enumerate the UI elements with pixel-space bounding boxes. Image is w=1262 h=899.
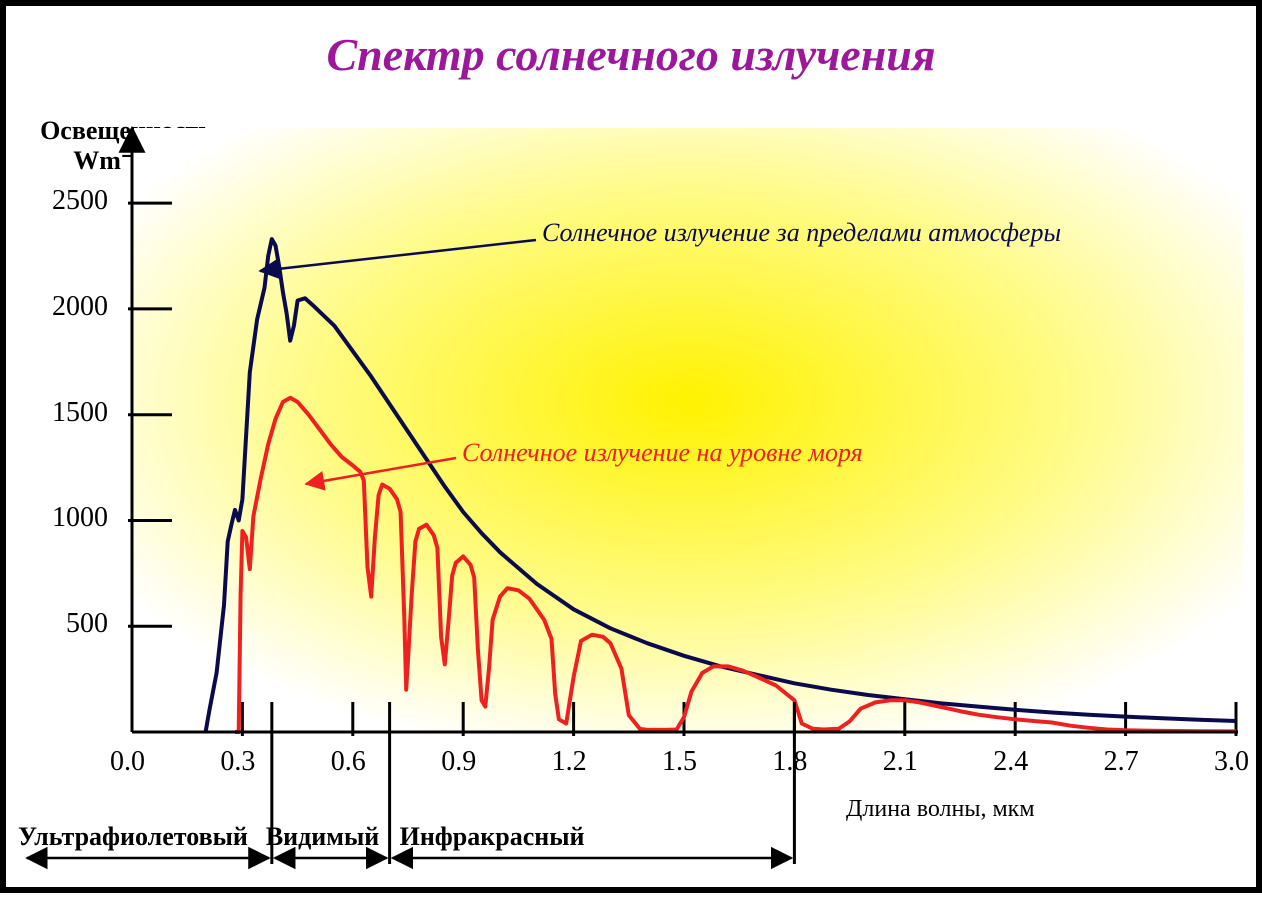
y-tick-label: 2500 <box>52 185 108 217</box>
x-tick-label: 1.2 <box>552 746 587 778</box>
x-axis-label: Длина волны, мкм <box>846 796 1035 823</box>
x-tick-label: 0.3 <box>220 746 255 778</box>
x-tick-label: 3.0 <box>1214 746 1249 778</box>
x-tick-label: 0.6 <box>331 746 366 778</box>
x-tick-label: 1.8 <box>772 746 807 778</box>
y-tick-label: 1000 <box>52 502 108 534</box>
y-tick-label: 500 <box>66 608 108 640</box>
annotation-sea-level: Солнечное излучение на уровне моря <box>462 438 863 468</box>
x-tick-label: 0.9 <box>441 746 476 778</box>
region-label: Видимый <box>266 822 379 852</box>
region-label: Ультрафиолетовый <box>18 822 248 852</box>
x-tick-label: 2.1 <box>883 746 918 778</box>
x-tick-label: 0.0 <box>110 746 145 778</box>
chart-frame: Спектр солнечного излучения Освещенность… <box>0 0 1262 893</box>
y-tick-label: 1500 <box>52 397 108 429</box>
annotation-outer-atmosphere: Солнечное излучение за пределами атмосфе… <box>542 218 1061 248</box>
y-tick-label: 2000 <box>52 291 108 323</box>
region-label: Инфракрасный <box>400 822 585 852</box>
x-tick-label: 2.4 <box>993 746 1028 778</box>
x-tick-label: 2.7 <box>1104 746 1139 778</box>
x-tick-label: 1.5 <box>662 746 697 778</box>
